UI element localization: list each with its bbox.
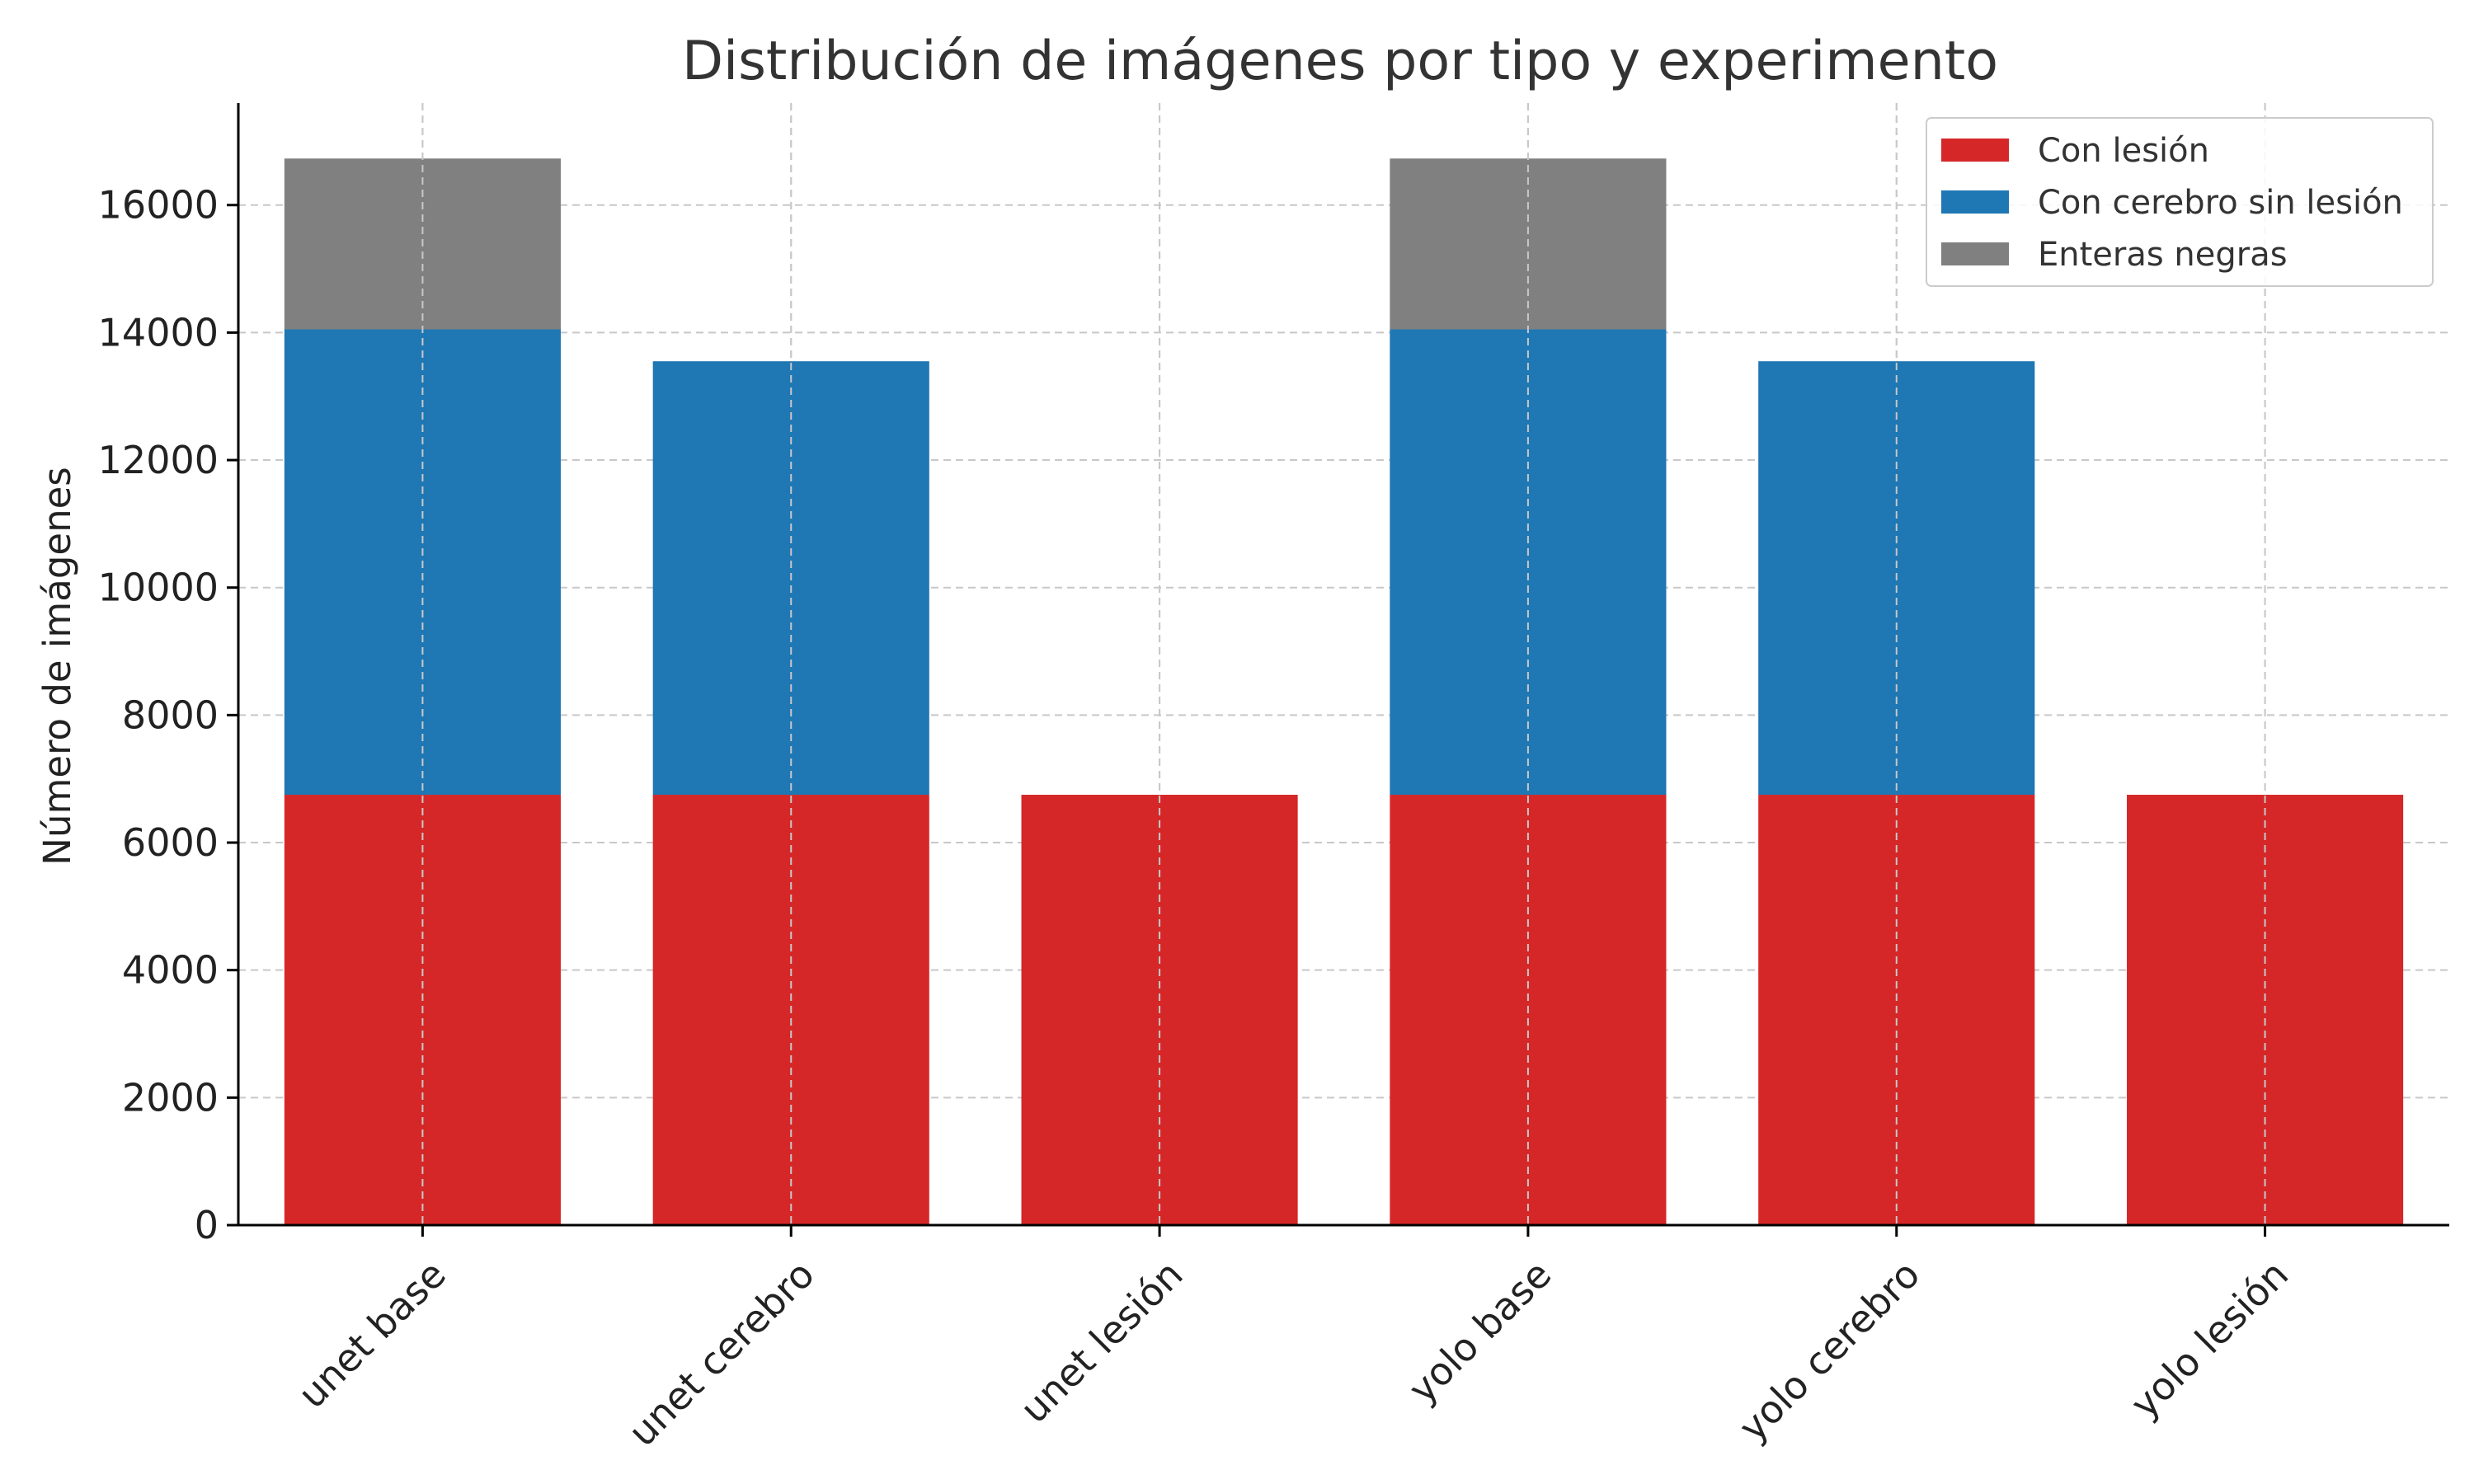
legend-label: Con lesión [2038, 132, 2209, 170]
y-tick-label: 16000 [98, 183, 219, 228]
legend-swatch [1941, 139, 2009, 162]
y-axis-label: Número de imágenes [35, 467, 79, 865]
legend-label: Con cerebro sin lesión [2038, 184, 2403, 222]
x-tick-label: unet lesión [1012, 1252, 1192, 1431]
x-tick-label: yolo cerebro [1730, 1252, 1928, 1449]
axes [227, 103, 2449, 1237]
y-tick-label: 10000 [98, 566, 219, 610]
legend-swatch [1941, 242, 2009, 265]
y-tick-label: 0 [195, 1203, 219, 1247]
x-tick-label: yolo lesión [2122, 1252, 2297, 1426]
legend: Con lesión Con cerebro sin lesión Enteras … [1926, 117, 2434, 287]
legend-label: Enteras negras [2038, 236, 2288, 274]
x-tick-label: unet cerebro [620, 1252, 823, 1454]
y-tick-label: 8000 [122, 693, 219, 737]
x-tick-label: yolo base [1399, 1252, 1559, 1411]
chart-title: Distribución de imágenes por tipo y expe… [682, 31, 1998, 92]
y-tick-label: 12000 [98, 438, 219, 482]
bars [284, 103, 2404, 1225]
y-tick-label: 14000 [98, 310, 219, 355]
legend-swatch [1941, 190, 2009, 214]
x-tick-label: unet base [289, 1252, 454, 1416]
y-tick-label: 2000 [122, 1075, 219, 1120]
legend-box [1926, 117, 2434, 287]
y-tick-label: 4000 [122, 948, 219, 993]
y-tick-label: 6000 [122, 820, 219, 865]
